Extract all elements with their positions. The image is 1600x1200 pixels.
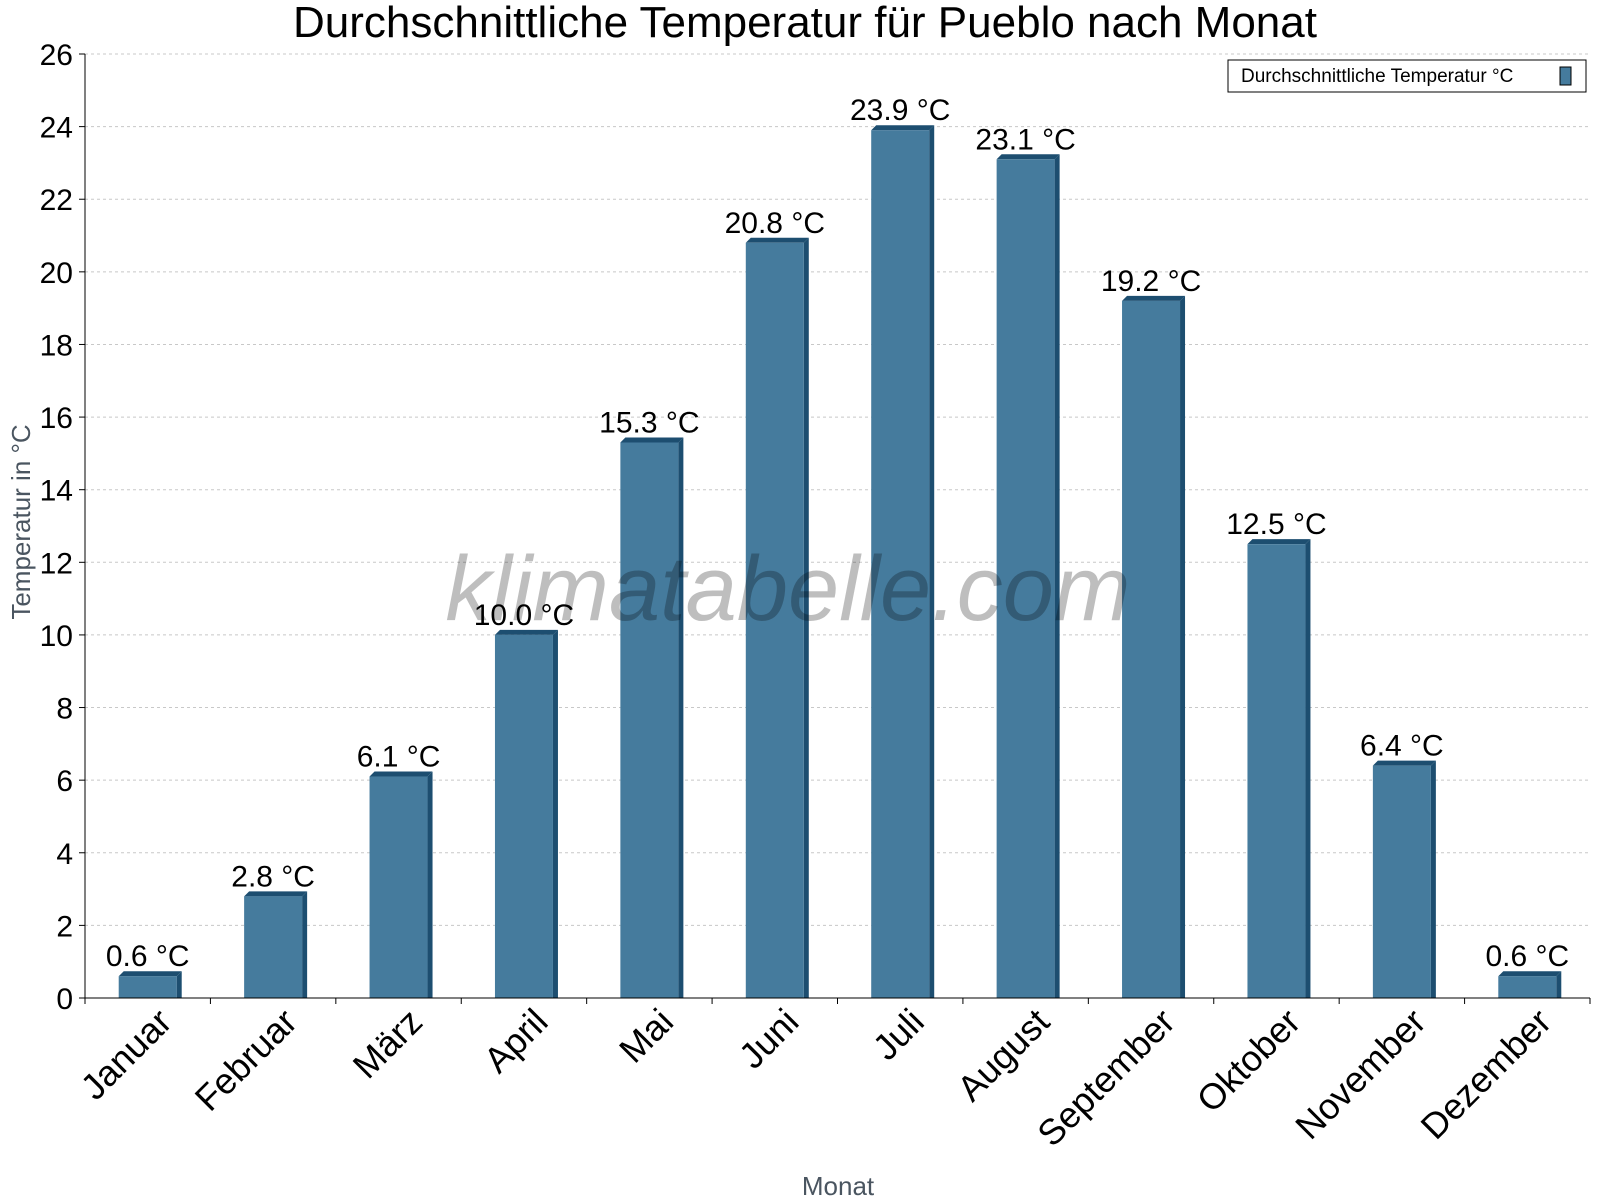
y-tick-label: 26: [40, 39, 73, 72]
bar: [1122, 295, 1186, 998]
bar-top: [1247, 539, 1311, 545]
bar-top: [871, 125, 935, 131]
bar-top: [494, 629, 558, 635]
y-tick-label: 0: [56, 983, 73, 1016]
bar-top: [996, 154, 1060, 160]
bar-top: [369, 771, 433, 777]
y-tick-label: 8: [56, 693, 73, 726]
x-tick-label: August: [949, 1001, 1057, 1109]
y-tick-label: 16: [40, 402, 73, 435]
bar-side: [929, 125, 935, 998]
bars: [118, 125, 1562, 999]
bar: [369, 771, 433, 998]
bar: [871, 125, 935, 998]
y-tick-label: 6: [56, 765, 73, 798]
bar: [1247, 539, 1311, 998]
x-tick-label: April: [476, 1001, 556, 1081]
y-tick-label: 24: [40, 112, 73, 145]
bar-top: [1122, 295, 1186, 301]
bar: [1498, 971, 1562, 998]
value-label: 6.4 °C: [1360, 730, 1444, 763]
grid-lines: [85, 53, 1590, 926]
bar: [118, 971, 182, 998]
x-tick-label: Juli: [865, 1001, 932, 1068]
bar: [620, 437, 684, 998]
value-label: 0.6 °C: [106, 940, 190, 973]
value-label: 20.8 °C: [725, 207, 825, 240]
value-label: 10.0 °C: [474, 599, 574, 632]
bar-front: [620, 442, 679, 998]
bar-front: [745, 242, 804, 999]
x-tick-label: Oktober: [1189, 1001, 1309, 1121]
value-labels: 0.6 °C 2.8 °C 6.1 °C 10.0 °C 15.3 °C 20.8 °C 2…: [106, 94, 1569, 973]
bar-front: [1122, 300, 1181, 998]
value-label: 0.6 °C: [1485, 940, 1569, 973]
bar: [1372, 760, 1436, 998]
bar: [494, 629, 558, 998]
bar-top: [118, 971, 182, 977]
bar-front: [871, 130, 930, 998]
x-tick-label: Mai: [611, 1001, 681, 1071]
legend-swatch: [1559, 66, 1572, 86]
bar-side: [803, 237, 809, 999]
y-tick-label: 18: [40, 329, 73, 362]
y-tick-label: 14: [40, 475, 73, 508]
bar-top: [620, 437, 684, 443]
bar-side: [1180, 295, 1186, 998]
bar-side: [427, 771, 433, 998]
legend-label: Durchschnittliche Temperatur °C: [1241, 66, 1513, 87]
value-label: 15.3 °C: [599, 406, 699, 439]
x-tick-label: März: [345, 1001, 431, 1087]
legend-box: [1227, 59, 1587, 93]
bar-top: [244, 891, 308, 897]
x-tick-label: Januar: [73, 1001, 180, 1108]
bar-side: [1054, 154, 1060, 999]
bar-side: [678, 437, 684, 998]
bar-front: [244, 896, 303, 998]
legend: Durchschnittliche Temperatur °C: [1227, 59, 1587, 93]
value-label: 2.8 °C: [231, 860, 315, 893]
value-label: 6.1 °C: [357, 741, 441, 774]
bar-side: [1430, 760, 1436, 998]
value-label: 23.9 °C: [850, 94, 950, 127]
y-tick-label: 12: [40, 547, 73, 580]
bar-side: [1305, 539, 1311, 998]
bar-top: [1372, 760, 1436, 766]
bar-side: [552, 629, 558, 998]
x-tick-label: Dezember: [1413, 1001, 1559, 1147]
y-tick-label: 10: [40, 620, 73, 653]
x-tick-label: Juni: [731, 1001, 807, 1077]
bar: [244, 891, 308, 998]
x-tick-label: September: [1029, 1001, 1183, 1155]
bar-front: [369, 776, 428, 998]
value-label: 19.2 °C: [1101, 265, 1201, 298]
x-tick-label: November: [1287, 1001, 1433, 1147]
bar-side: [1556, 971, 1562, 998]
bar-side: [302, 891, 308, 998]
bar-top: [1498, 971, 1562, 977]
bar-front: [1498, 976, 1557, 998]
x-axis-label: Monat: [802, 1171, 875, 1200]
watermark-text: klimatabelle.com: [445, 538, 1130, 640]
bar-front: [1247, 544, 1306, 998]
y-tick-label: 22: [40, 184, 73, 217]
y-axis-label: Temperatur in °C: [6, 424, 36, 619]
bar-front: [1372, 765, 1431, 998]
y-tick-label: 20: [40, 257, 73, 290]
y-tick-label: 4: [56, 838, 73, 871]
value-label: 12.5 °C: [1226, 508, 1326, 541]
bar-front: [118, 976, 177, 998]
x-tick-label: Februar: [187, 1001, 305, 1119]
chart-title: Durchschnittliche Temperatur für Pueblo …: [293, 0, 1317, 47]
bar: [996, 154, 1060, 999]
bar-top: [745, 237, 809, 243]
y-tick-label: 2: [56, 910, 73, 943]
value-label: 23.1 °C: [975, 123, 1075, 156]
bar-front: [996, 159, 1055, 999]
bar: [745, 237, 809, 999]
bar-side: [176, 971, 182, 998]
bar-front: [494, 634, 553, 998]
